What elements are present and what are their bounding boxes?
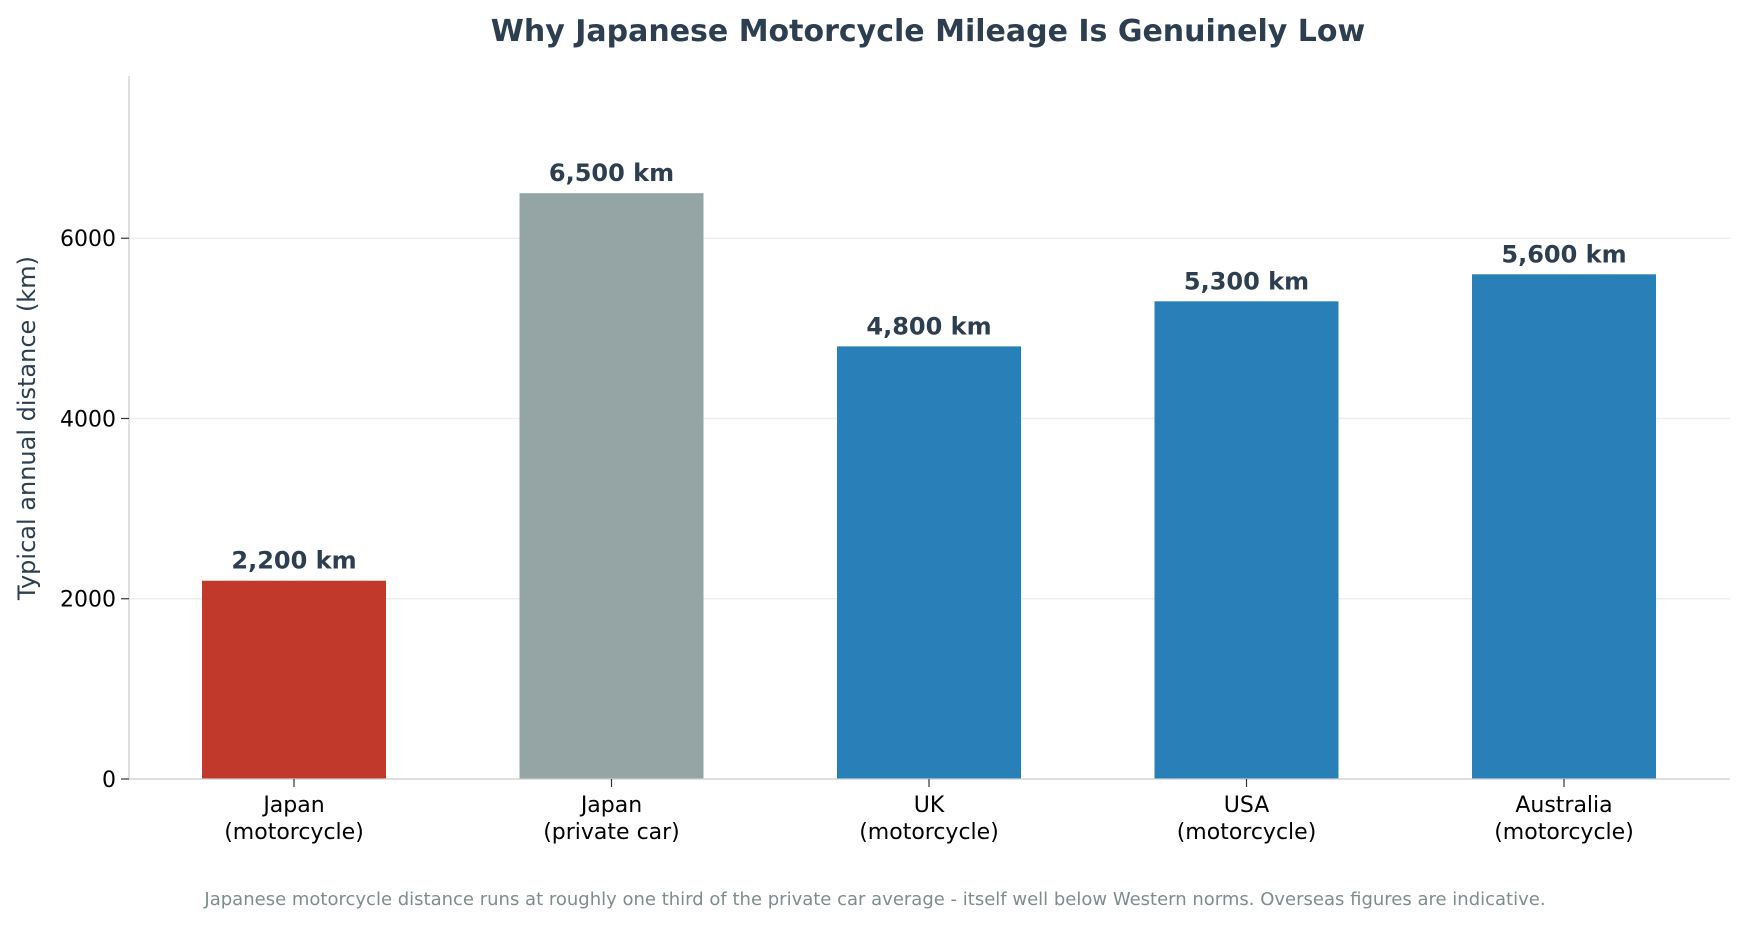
x-tick-label: Japan xyxy=(261,793,324,818)
y-ticks: 0 2000 4000 6000 xyxy=(60,227,129,793)
value-label: 5,300 km xyxy=(1184,267,1309,295)
bar xyxy=(1154,301,1339,779)
x-tick-label: (motorcycle) xyxy=(1177,820,1317,845)
value-labels: 2,200 km 6,500 km 4,800 km 5,300 km 5,600 km xyxy=(231,159,1626,575)
footnote: Japanese motorcycle distance runs at rou… xyxy=(203,889,1545,910)
x-tick-labels: Japan(motorcycle)Japan(private car)UK(mo… xyxy=(224,779,1634,845)
x-tick-label: Australia xyxy=(1515,793,1612,818)
x-tick-label: (motorcycle) xyxy=(859,820,999,845)
y-tick-label: 0 xyxy=(102,768,116,793)
x-tick-label: Japan xyxy=(579,793,642,818)
y-tick-label: 2000 xyxy=(60,588,116,613)
bars xyxy=(202,193,1656,779)
bar xyxy=(202,580,386,779)
bar xyxy=(519,193,704,779)
x-tick-label: USA xyxy=(1224,793,1270,818)
x-tick-label: (private car) xyxy=(543,820,680,845)
x-tick-label: UK xyxy=(914,793,945,818)
y-tick-label: 6000 xyxy=(60,227,116,252)
chart-title: Why Japanese Motorcycle Mileage Is Genui… xyxy=(491,14,1365,49)
value-label: 2,200 km xyxy=(231,547,356,575)
value-label: 6,500 km xyxy=(549,159,674,187)
x-tick-label: (motorcycle) xyxy=(1494,820,1634,845)
value-label: 4,800 km xyxy=(866,312,991,340)
bar xyxy=(837,346,1021,779)
x-tick-label: (motorcycle) xyxy=(224,820,364,845)
bar xyxy=(1472,274,1656,779)
value-label: 5,600 km xyxy=(1501,240,1626,268)
y-tick-label: 4000 xyxy=(60,407,116,432)
y-axis-label: Typical annual distance (km) xyxy=(13,256,41,601)
